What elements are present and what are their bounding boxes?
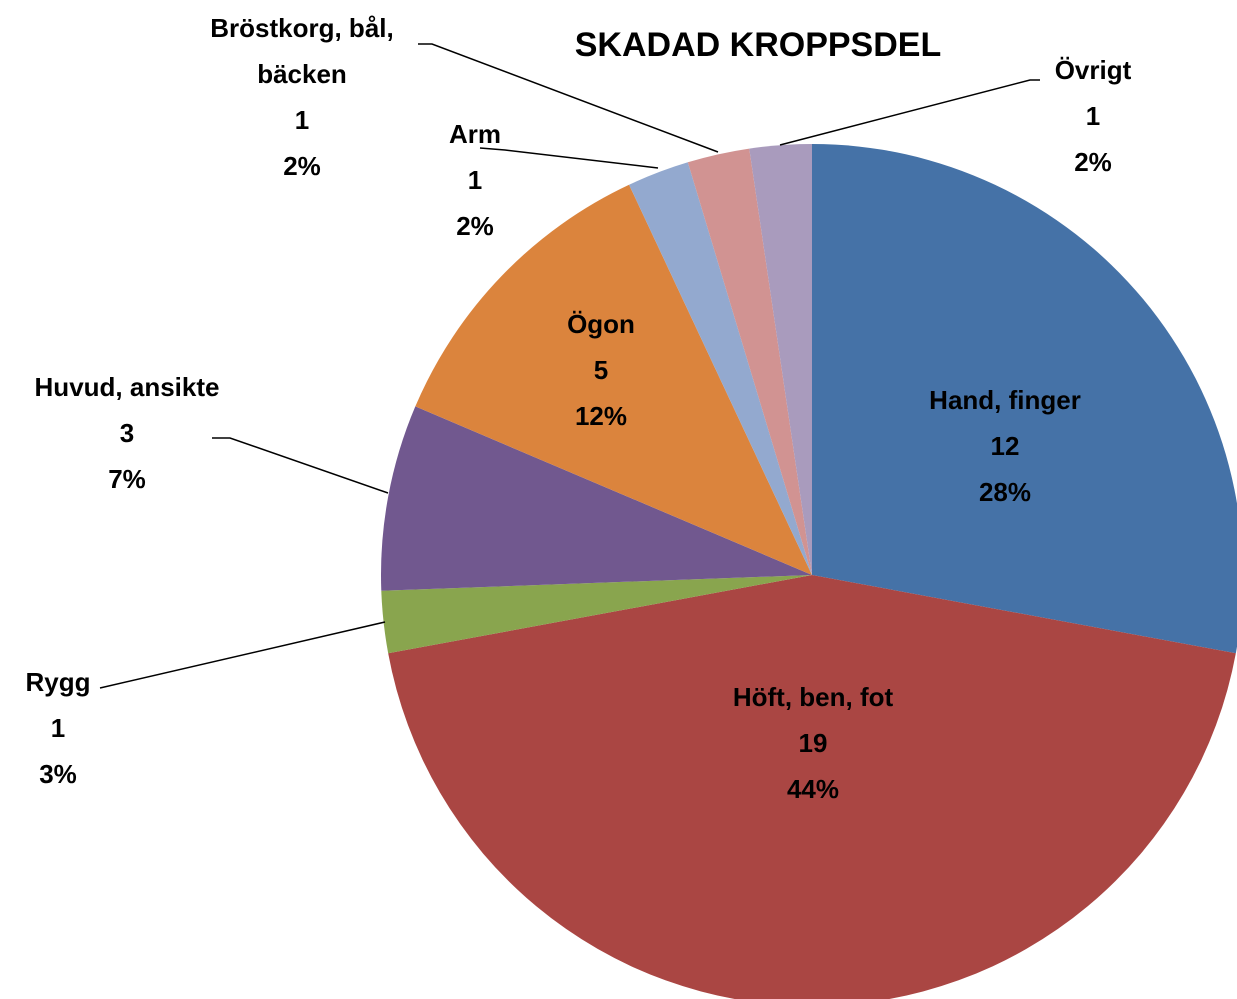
label-percent: 7%	[108, 464, 146, 494]
data-label: Övrigt 1 2%	[1055, 47, 1132, 185]
label-name: Hand, finger	[929, 385, 1081, 415]
label-percent: 44%	[786, 774, 840, 804]
label-value: 1	[467, 165, 483, 195]
leader-line	[779, 79, 1040, 146]
label-percent: 2%	[1074, 147, 1112, 177]
data-label: Ögon 5 12%	[567, 301, 635, 439]
data-label: Bröstkorg, bål, bäcken 1 2%	[177, 5, 427, 189]
label-value: 1	[1085, 101, 1101, 131]
pie-slice	[415, 184, 812, 575]
label-name: Arm	[448, 119, 502, 149]
label-value: 19	[798, 728, 828, 758]
label-percent: 2%	[456, 211, 494, 241]
label-name: Rygg	[25, 667, 91, 697]
pie-slice	[381, 575, 812, 654]
label-value: 1	[294, 105, 310, 135]
leader-line	[479, 147, 659, 169]
chart-title: SKADAD KROPPSDEL	[574, 26, 942, 64]
pie-slice	[749, 144, 812, 575]
label-name: Övrigt	[1054, 55, 1132, 85]
pie-slice	[687, 148, 812, 575]
leader-line	[212, 437, 389, 494]
label-name: Bröstkorg, bål, bäcken	[210, 13, 394, 89]
pie-slice	[629, 162, 812, 575]
leader-line	[99, 621, 386, 689]
data-label: Rygg 1 3%	[26, 659, 91, 797]
label-name: Huvud, ansikte	[34, 372, 220, 402]
label-name: Ögon	[567, 309, 635, 339]
pie-slice	[388, 575, 1236, 999]
data-label: Hand, finger 12 28%	[929, 377, 1081, 515]
label-value: 12	[990, 431, 1020, 461]
label-value: 5	[593, 355, 609, 385]
pie-slice	[812, 144, 1237, 654]
label-percent: 12%	[574, 401, 628, 431]
pie-slice	[381, 406, 812, 591]
data-label: Höft, ben, fot 19 44%	[733, 674, 893, 812]
data-label: Arm 1 2%	[449, 111, 501, 249]
label-value: 1	[50, 713, 66, 743]
data-label: Huvud, ansikte 3 7%	[35, 364, 220, 502]
label-percent: 2%	[283, 151, 321, 181]
label-percent: 3%	[39, 759, 77, 789]
leader-line	[418, 43, 719, 153]
label-value: 3	[119, 418, 135, 448]
label-name: Höft, ben, fot	[732, 682, 894, 712]
label-percent: 28%	[978, 477, 1032, 507]
